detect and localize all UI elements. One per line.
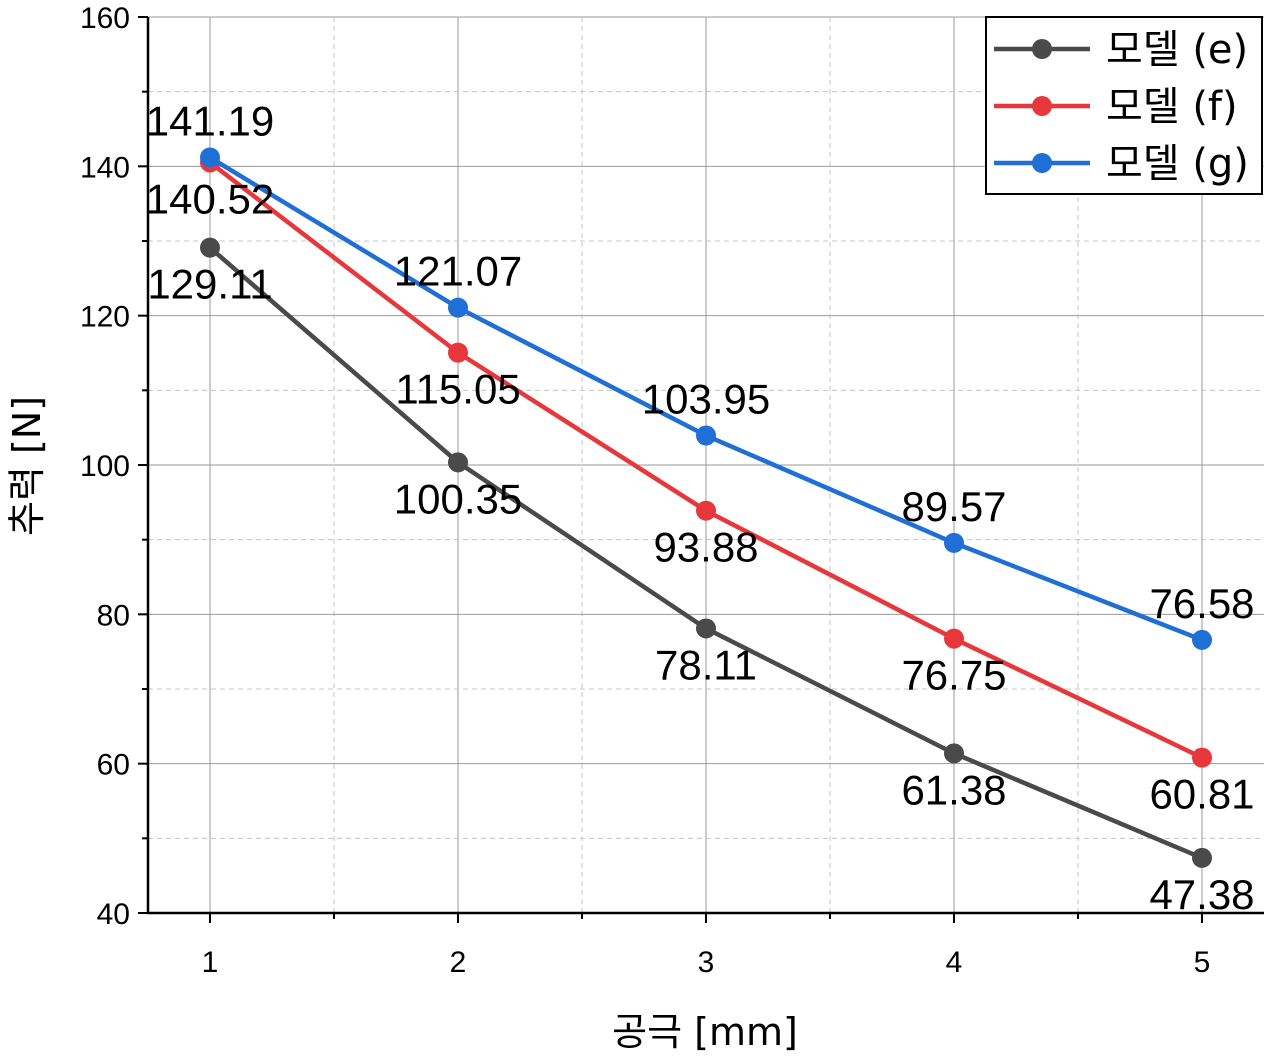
axes: 40 60 80 100 120 140 160 1 2 3 4 5	[80, 2, 1264, 979]
data-point	[448, 342, 468, 363]
data-labels: 129.11 100.35 78.11 61.38 47.38 140.52 115.05 9…	[146, 97, 1255, 917]
data-point	[200, 237, 220, 258]
x-tick-label: 2	[450, 946, 467, 979]
legend-label: 모델 (f)	[1106, 84, 1238, 130]
legend-marker	[1032, 153, 1052, 173]
data-label: 129.11	[147, 261, 272, 308]
data-label: 93.88	[653, 524, 758, 571]
y-tick-label: 60	[97, 749, 130, 782]
series-lines	[200, 147, 1212, 868]
data-label: 89.57	[901, 483, 1006, 530]
data-label: 103.95	[642, 376, 770, 423]
x-tick-label: 4	[946, 946, 963, 979]
data-label: 76.58	[1149, 580, 1254, 627]
x-tick-label: 5	[1194, 946, 1211, 979]
data-label: 100.35	[394, 475, 522, 522]
data-label: 60.81	[1149, 771, 1254, 818]
data-point	[448, 297, 468, 318]
data-point	[696, 425, 716, 446]
legend-marker	[1032, 39, 1052, 59]
data-label: 47.38	[1149, 871, 1254, 918]
data-point	[944, 743, 964, 764]
data-label: 141.19	[146, 97, 274, 144]
data-label: 115.05	[395, 366, 520, 413]
data-label: 76.75	[901, 652, 1006, 699]
data-label: 140.52	[146, 175, 274, 222]
data-point	[448, 452, 468, 473]
data-point	[696, 500, 716, 521]
data-point	[696, 618, 716, 639]
y-tick-label: 120	[80, 301, 130, 334]
data-point	[200, 147, 220, 168]
data-label: 78.11	[655, 641, 757, 688]
y-tick-label: 100	[80, 450, 130, 483]
legend: 모델 (e) 모델 (f) 모델 (g)	[985, 16, 1263, 195]
y-tick-label: 40	[97, 898, 130, 931]
x-tick-label: 1	[202, 946, 219, 979]
data-point	[1192, 629, 1212, 650]
x-tick-label: 3	[698, 946, 715, 979]
legend-label: 모델 (e)	[1106, 27, 1248, 73]
y-tick-label: 140	[80, 151, 130, 184]
y-tick-label: 160	[80, 2, 130, 35]
data-point	[1192, 747, 1212, 768]
y-tick-label: 80	[97, 599, 130, 632]
data-label: 121.07	[394, 248, 522, 295]
legend-label: 모델 (g)	[1106, 141, 1249, 187]
data-point	[1192, 847, 1212, 868]
data-point	[944, 532, 964, 553]
data-point	[944, 628, 964, 649]
data-label: 61.38	[901, 766, 1006, 813]
legend-marker	[1032, 96, 1052, 116]
y-axis-title: 추력 [N]	[5, 396, 49, 536]
x-axis-title: 공극 [mm]	[612, 1010, 798, 1054]
